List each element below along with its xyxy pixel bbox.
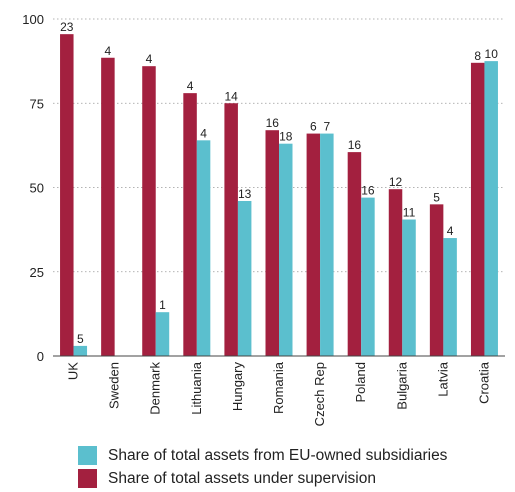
bar-eu-subsidiaries [361,197,375,356]
bar-value-label: 4 [447,224,454,238]
bar-value-label: 4 [187,79,194,93]
bar-value-label: 5 [77,332,84,346]
gridlines [53,18,505,273]
bar-value-label: 4 [105,44,112,58]
bar-value-label: 16 [361,184,375,198]
bar-supervision [265,130,279,356]
bar-value-label: 18 [279,130,293,144]
bar-supervision [60,34,74,356]
bar-value-label: 16 [266,116,280,130]
bar-supervision [101,57,115,356]
bar-eu-subsidiaries [320,133,334,356]
bar-supervision [388,189,403,356]
x-axis-ticks: UK Sweden Denmark Lithuania Hungary Romania Cz… [66,361,492,426]
bar-supervision [142,66,156,357]
bar-supervision [224,103,238,356]
bar-value-label: 1 [159,298,166,312]
bar-eu-subsidiaries [279,143,293,356]
bar-value-label: 10 [485,47,499,61]
bar-eu-subsidiaries [155,312,170,356]
x-tick-label: Sweden [107,362,122,409]
legend-label-supervision: Share of total assets under supervision [108,470,376,487]
bar-value-label: 23 [60,20,74,34]
x-tick-label: Latvia [435,361,450,396]
x-tick-label: UK [66,362,81,380]
y-tick-label: 100 [22,12,44,27]
bars [60,34,498,357]
bar-value-label: 16 [348,138,362,152]
bar-eu-subsidiaries [402,219,416,356]
y-tick-label: 75 [30,96,44,111]
bar-supervision [183,93,197,356]
bar-eu-subsidiaries [73,345,88,356]
bar-supervision [429,204,444,356]
bar-value-label: 11 [403,206,416,220]
bar-eu-subsidiaries [237,200,252,356]
legend-label-eu-subsidiaries: Share of total assets from EU-owned subs… [108,447,448,464]
x-tick-label: Lithuania [189,361,204,415]
bar-supervision [470,62,485,357]
x-tick-label: Croatia [476,361,491,404]
y-tick-label: 50 [30,181,44,196]
y-axis-ticks: 0 25 50 75 100 [22,12,44,364]
bar-value-label: 7 [323,120,330,134]
bar-value-label: 12 [389,175,403,189]
legend-swatch-eu-subsidiaries [78,446,97,465]
bar-value-label: 8 [474,49,481,63]
x-tick-label: Bulgaria [394,361,409,409]
bar-supervision [306,133,321,356]
x-tick-label: Hungary [230,362,245,412]
bar-eu-subsidiaries [443,238,457,356]
x-tick-label: Romania [271,361,286,414]
bar-value-label: 5 [433,190,440,204]
bar-value-label: 6 [310,120,317,134]
bar-value-label: 4 [146,52,153,66]
y-tick-label: 25 [30,265,44,280]
x-tick-label: Czech Rep [312,362,327,426]
bar-eu-subsidiaries [484,61,498,356]
y-tick-label: 0 [37,349,44,364]
bar-value-label: 4 [200,126,207,140]
x-tick-label: Denmark [148,362,163,415]
bar-eu-subsidiaries [196,140,211,356]
bar-value-label: 13 [238,187,252,201]
legend-swatch-supervision [78,469,97,488]
bar-supervision [347,152,362,356]
bar-value-label: 14 [224,89,238,103]
x-tick-label: Poland [353,362,368,402]
